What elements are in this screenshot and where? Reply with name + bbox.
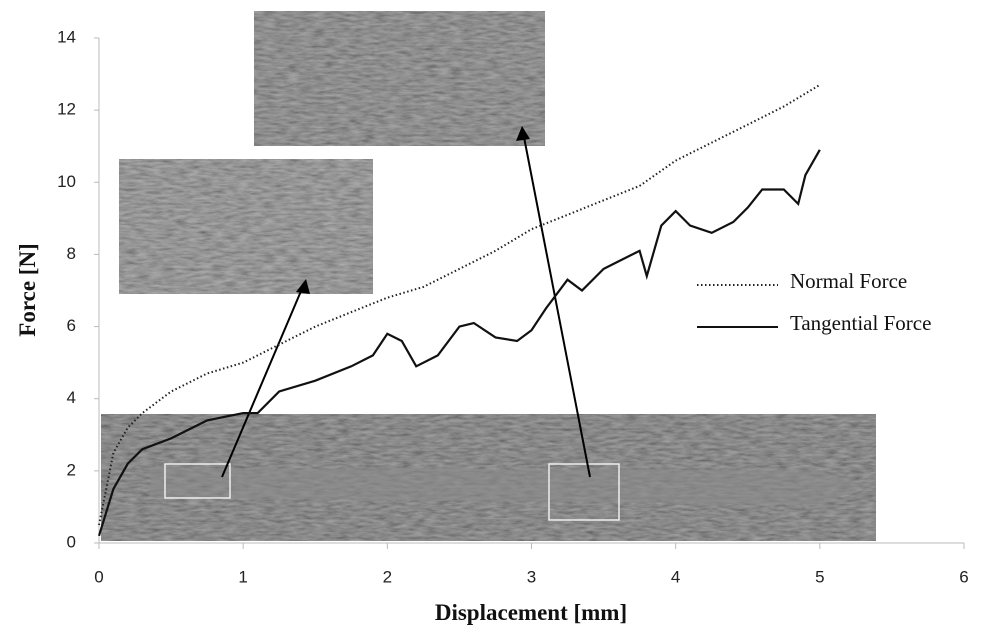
sem-texture — [254, 11, 545, 146]
x-axis-title: Displacement [mm] — [435, 600, 627, 625]
y-tick-label: 14 — [57, 27, 76, 46]
micrographs — [101, 11, 876, 541]
y-tick-label: 6 — [67, 316, 76, 335]
x-tick-label: 3 — [527, 567, 536, 586]
x-tick-label: 0 — [94, 567, 103, 586]
x-tick-label: 4 — [671, 567, 680, 586]
y-tick-label: 10 — [57, 172, 76, 191]
y-tick-label: 12 — [57, 100, 76, 119]
y-tick-label: 8 — [67, 244, 76, 263]
y-tick-label: 4 — [67, 388, 76, 407]
x-tick-label: 5 — [815, 567, 824, 586]
chart: Displacement [mm] Force [N] 024681012140… — [0, 0, 988, 634]
y-tick-label: 0 — [67, 532, 76, 551]
x-tick-label: 1 — [238, 567, 247, 586]
sem-texture — [119, 159, 373, 294]
x-tick-label: 6 — [959, 567, 968, 586]
y-axis-title: Force [N] — [15, 243, 40, 336]
legend-label: Normal Force — [790, 269, 907, 293]
legend-label: Tangential Force — [790, 311, 931, 335]
y-tick-label: 2 — [67, 460, 76, 479]
x-tick-label: 2 — [383, 567, 392, 586]
